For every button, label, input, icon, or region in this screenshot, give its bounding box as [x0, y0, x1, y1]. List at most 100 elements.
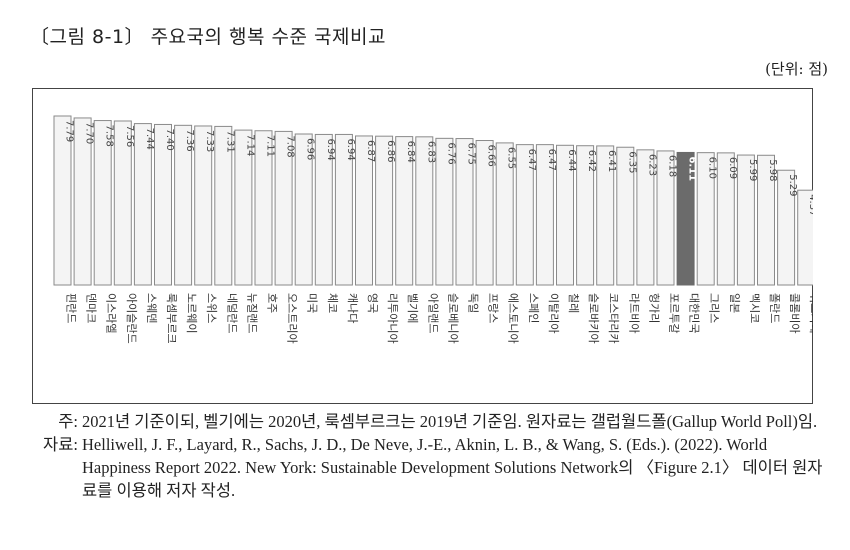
- category-label: 슬로바키아: [587, 293, 600, 344]
- category-label: 슬로베니아: [446, 293, 459, 344]
- value-label: 6.09: [727, 157, 738, 179]
- bar: [154, 123, 172, 286]
- category-label: 오스트리아: [286, 293, 299, 344]
- category-label: 대한민국: [688, 293, 701, 333]
- category-label: 콜롬비아: [788, 293, 801, 333]
- note-label: 주:: [58, 412, 78, 431]
- value-label: 5.98: [767, 159, 778, 181]
- category-label: 이스라엘: [105, 293, 118, 333]
- category-label: 이탈리아: [547, 293, 560, 333]
- bar: [93, 120, 112, 286]
- bar: [475, 140, 494, 286]
- bar: [757, 154, 775, 286]
- value-label: 6.75: [466, 143, 477, 165]
- category-label: 호주: [266, 293, 279, 313]
- bar: [274, 130, 293, 286]
- bar: [515, 144, 534, 286]
- category-label: 라트비아: [627, 293, 640, 333]
- value-label: 6.94: [345, 138, 356, 160]
- source-text: Helliwell, J. F., Layard, R., Sachs, J. …: [82, 435, 823, 500]
- unit-label: (단위: 점): [765, 60, 828, 78]
- value-label: 5.99: [747, 159, 758, 181]
- category-label: 포르투갈: [668, 293, 682, 333]
- category-label: 미국: [306, 293, 319, 313]
- bar: [375, 135, 394, 286]
- category-label: 스웨덴: [145, 293, 158, 323]
- bar: [133, 123, 152, 286]
- category-label: 코스타리카: [607, 293, 620, 344]
- bar: [736, 154, 755, 286]
- bar: [576, 145, 595, 286]
- category-label: 노르웨이: [185, 293, 198, 333]
- value-label: 6.55: [506, 147, 517, 169]
- bar: [294, 133, 313, 286]
- category-label: 아일랜드: [426, 293, 440, 333]
- category-label: 독일: [467, 293, 481, 313]
- category-label: 칠레: [567, 293, 580, 313]
- bar: [174, 124, 193, 286]
- bar: [455, 138, 474, 286]
- value-label: 7.70: [84, 122, 95, 144]
- value-label: 5.29: [787, 174, 798, 196]
- note-text: 2021년 기준이되, 벨기에는 2020년, 룩셈부르크는 2019년 기준임…: [82, 412, 818, 431]
- value-label: 6.94: [325, 138, 336, 160]
- bar: [696, 152, 715, 286]
- value-label: 6.41: [606, 150, 617, 172]
- bar: [53, 115, 72, 286]
- bar: [355, 135, 373, 286]
- value-label: 6.42: [586, 150, 597, 172]
- category-label: 룩셈부르크: [165, 293, 178, 344]
- value-label: 7.14: [244, 134, 255, 156]
- value-label: 7.33: [204, 130, 215, 152]
- value-label: 6.47: [546, 149, 557, 171]
- value-label: 6.10: [707, 157, 718, 179]
- value-label: 6.47: [526, 149, 537, 171]
- bar: [636, 149, 655, 286]
- value-label: 6.87: [365, 140, 376, 162]
- category-label: 캐나다: [346, 293, 359, 323]
- value-label: 6.76: [445, 142, 456, 164]
- bar: [495, 142, 514, 286]
- bar: [656, 150, 675, 286]
- bar: [415, 136, 434, 286]
- category-label: 프랑스: [487, 293, 500, 323]
- value-label: 4.37: [807, 194, 813, 216]
- value-label: 6.84: [405, 141, 416, 163]
- value-label: 6.66: [486, 145, 497, 167]
- category-label: 벨기에: [406, 293, 419, 323]
- value-label: 6.23: [646, 154, 657, 176]
- value-label: 7.40: [164, 128, 175, 150]
- bar: [676, 151, 695, 286]
- value-label: 6.35: [626, 151, 637, 173]
- category-label: 멕시코: [748, 293, 761, 323]
- category-label: 스위스: [205, 293, 218, 323]
- bar: [334, 133, 353, 286]
- category-label: 스페인: [527, 293, 540, 323]
- value-label: 6.83: [425, 141, 436, 163]
- bar: [535, 144, 554, 286]
- source-label: 자료:: [43, 435, 78, 454]
- category-label: 튀르키예: [808, 293, 813, 333]
- category-label: 폴란드: [768, 293, 781, 323]
- bar: [777, 169, 796, 286]
- value-label: 6.18: [667, 155, 678, 177]
- category-label: 핀란드: [65, 293, 78, 323]
- bar: [113, 120, 132, 286]
- bar: [435, 137, 454, 286]
- category-label: 리투아니아: [386, 293, 399, 344]
- bar: [214, 125, 233, 286]
- bar: [254, 130, 273, 286]
- value-label: 7.08: [285, 135, 296, 157]
- value-label: 6.44: [566, 149, 577, 171]
- value-label: 7.58: [104, 125, 115, 147]
- value-label: 6.86: [385, 140, 396, 162]
- value-label: 7.44: [144, 128, 155, 150]
- category-label: 에스토니아: [507, 293, 520, 344]
- figure-title: 〔그림 8-1〕 주요국의 행복 수준 국제비교: [30, 26, 386, 48]
- bar: [797, 189, 813, 286]
- bar: [596, 145, 615, 286]
- value-label: 6.96: [305, 138, 316, 160]
- bar: [616, 146, 635, 286]
- value-label: 7.31: [224, 130, 235, 152]
- value-label: 7.11: [265, 135, 276, 157]
